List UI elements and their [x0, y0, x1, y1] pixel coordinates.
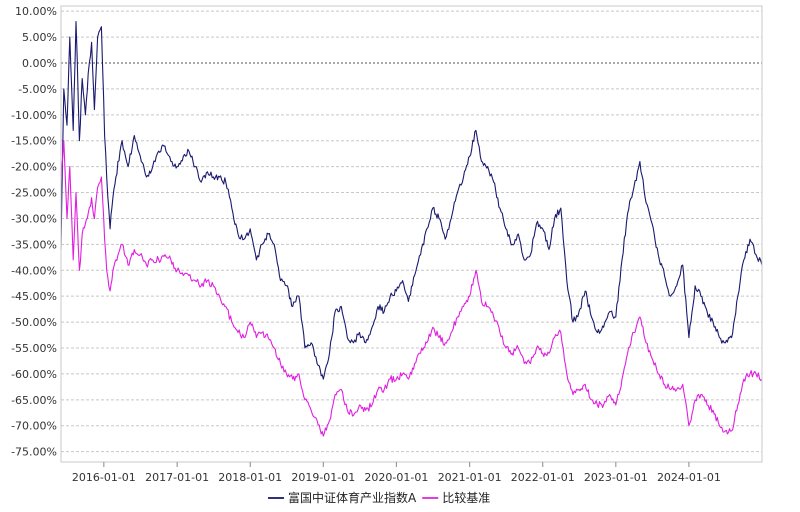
plot-area-background: [61, 6, 762, 462]
x-tick-label: 2018-01-01: [218, 471, 282, 484]
x-tick-label: 2016-01-01: [72, 471, 136, 484]
x-axis: 2016-01-01 2017-01-01 2018-01-01 2019-01-01…: [72, 462, 721, 484]
y-tick-label: -70.00%: [11, 420, 57, 433]
y-tick-label: 0.00%: [22, 57, 57, 70]
x-tick-label: 2019-01-01: [291, 471, 355, 484]
y-tick-label: -65.00%: [11, 394, 57, 407]
y-tick-label: -30.00%: [11, 212, 57, 225]
x-tick-label: 2021-01-01: [438, 471, 502, 484]
legend-label-0: 富国中证体育产业指数A: [288, 490, 417, 505]
x-tick-label: 2020-01-01: [364, 471, 428, 484]
y-tick-label: -40.00%: [11, 264, 57, 277]
series-lines: [60, 20, 763, 437]
y-tick-label: -60.00%: [11, 368, 57, 381]
legend: 富国中证体育产业指数A 比较基准: [268, 490, 490, 505]
y-tick-label: -55.00%: [11, 342, 57, 355]
y-tick-label: -75.00%: [11, 446, 57, 459]
x-tick-label: 2023-01-01: [584, 471, 648, 484]
y-tick-label: 10.00%: [15, 5, 57, 18]
y-tick-label: 5.00%: [22, 31, 57, 44]
y-tick-label: -10.00%: [11, 109, 57, 122]
y-tick-label: -5.00%: [18, 83, 57, 96]
y-tick-label: -35.00%: [11, 238, 57, 251]
y-tick-label: -15.00%: [11, 135, 57, 148]
series-line-0: [60, 20, 763, 380]
y-tick-label: -50.00%: [11, 316, 57, 329]
plot-area-border: [60, 5, 763, 463]
x-tick-label: 2024-01-01: [657, 471, 721, 484]
series-line-1: [60, 140, 763, 437]
y-tick-label: -45.00%: [11, 290, 57, 303]
y-tick-label: -25.00%: [11, 187, 57, 200]
x-tick-label: 2022-01-01: [511, 471, 575, 484]
legend-label-1: 比较基准: [442, 490, 490, 505]
y-tick-label: -20.00%: [11, 161, 57, 174]
y-axis: 10.00% 5.00% 0.00% -5.00% -10.00% -15.00% -20.…: [11, 5, 57, 458]
x-tick-label: 2017-01-01: [145, 471, 209, 484]
